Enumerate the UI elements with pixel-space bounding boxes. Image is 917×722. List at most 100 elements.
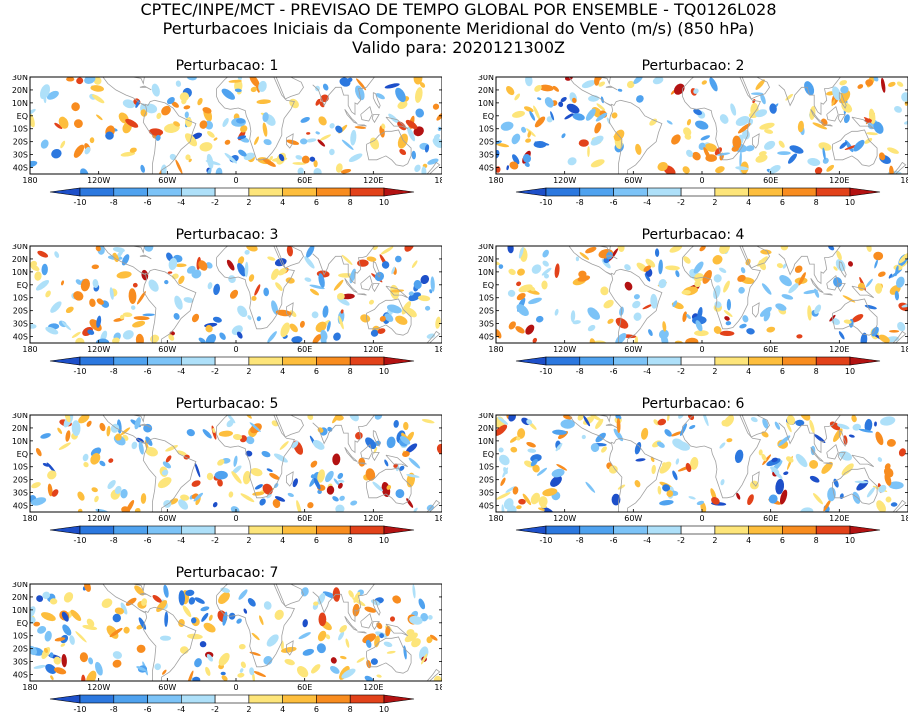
coastline xyxy=(741,77,770,100)
positive-anomaly-blob xyxy=(617,246,625,252)
positive-anomaly-blob xyxy=(75,631,87,643)
negative-anomaly-blob xyxy=(739,323,747,329)
negative-anomaly-blob xyxy=(41,263,48,276)
colorbar-level-label: -2 xyxy=(677,198,685,207)
colorbar-level-label: 8 xyxy=(814,367,819,376)
negative-anomaly-blob xyxy=(350,129,357,146)
lat-label: 20S xyxy=(479,476,494,485)
negative-anomaly-blob xyxy=(42,591,51,599)
negative-anomaly-blob xyxy=(503,498,514,510)
positive-anomaly-blob xyxy=(71,102,80,112)
negative-anomaly-blob xyxy=(258,80,267,92)
positive-anomaly-blob xyxy=(309,288,320,296)
positive-anomaly-blob xyxy=(761,431,769,438)
colorbar-swatch xyxy=(647,187,682,197)
negative-anomaly-blob xyxy=(96,315,102,328)
colorbar-level-label: 10 xyxy=(845,367,855,376)
colorbar-swatch xyxy=(680,525,716,535)
positive-anomaly-blob xyxy=(369,137,380,150)
negative-anomaly-blob xyxy=(542,249,549,258)
lat-label: 30N xyxy=(478,413,494,420)
colorbar-level-label: -6 xyxy=(144,705,152,714)
colorbar-swatch xyxy=(714,187,749,197)
positive-anomaly-blob xyxy=(645,258,656,268)
positive-anomaly-blob xyxy=(70,609,82,622)
colorbar-swatch xyxy=(748,356,783,366)
negative-anomaly-blob xyxy=(348,153,363,163)
negative-anomaly-blob xyxy=(873,77,879,82)
positive-anomaly-blob xyxy=(418,295,431,302)
positive-anomaly-blob xyxy=(338,273,354,278)
negative-anomaly-blob xyxy=(874,421,877,427)
lat-label: 20S xyxy=(13,138,28,147)
positive-anomaly-blob xyxy=(786,422,792,433)
negative-anomaly-blob xyxy=(424,144,430,153)
positive-anomaly-blob xyxy=(405,119,418,130)
negative-anomaly-blob xyxy=(302,619,308,628)
negative-anomaly-blob xyxy=(866,486,876,498)
negative-anomaly-blob xyxy=(306,138,317,143)
colorbar-level-label: -4 xyxy=(177,198,185,207)
positive-anomaly-blob xyxy=(317,630,327,642)
coastline xyxy=(344,109,358,124)
lat-label: 20N xyxy=(12,593,28,602)
positive-anomaly-blob xyxy=(96,298,104,305)
positive-anomaly-blob xyxy=(380,246,394,255)
positive-anomaly-blob xyxy=(73,291,84,301)
positive-anomaly-blob xyxy=(231,471,242,484)
positive-anomaly-blob xyxy=(386,484,392,490)
positive-anomaly-blob xyxy=(831,99,836,107)
negative-anomaly-blob xyxy=(395,87,406,103)
positive-anomaly-blob xyxy=(238,643,246,650)
negative-anomaly-blob xyxy=(233,455,238,467)
negative-anomaly-blob xyxy=(713,274,722,283)
positive-anomaly-blob xyxy=(617,484,626,490)
coastline xyxy=(125,77,145,85)
positive-anomaly-blob xyxy=(538,496,548,507)
coastline xyxy=(285,302,294,318)
negative-anomaly-blob xyxy=(263,655,273,665)
panel-title: Perturbacao: 6 xyxy=(641,396,745,412)
negative-anomaly-blob xyxy=(61,321,71,331)
positive-anomaly-blob xyxy=(578,139,589,147)
negative-anomaly-blob xyxy=(329,148,335,156)
lon-label: 60E xyxy=(763,176,778,183)
negative-anomaly-blob xyxy=(420,274,430,285)
negative-anomaly-blob xyxy=(659,499,674,506)
positive-anomaly-blob xyxy=(66,77,75,82)
positive-anomaly-blob xyxy=(175,263,187,268)
negative-anomaly-blob xyxy=(234,88,242,93)
colorbar-swatch xyxy=(782,356,817,366)
positive-anomaly-blob xyxy=(552,85,560,92)
negative-anomaly-blob xyxy=(238,589,248,600)
negative-anomaly-blob xyxy=(689,425,696,430)
positive-anomaly-blob xyxy=(884,472,892,486)
colorbar-swatch xyxy=(647,356,682,366)
colorbar-level-label: 10 xyxy=(379,705,389,714)
negative-anomaly-blob xyxy=(88,657,94,665)
negative-anomaly-blob xyxy=(188,597,196,605)
positive-anomaly-blob xyxy=(90,85,104,92)
positive-anomaly-blob xyxy=(123,626,130,634)
positive-anomaly-blob xyxy=(381,123,386,130)
lon-label: 120W xyxy=(553,176,576,183)
colorbar-swatch xyxy=(282,694,317,704)
positive-anomaly-blob xyxy=(91,487,98,493)
positive-anomaly-blob xyxy=(366,256,377,262)
negative-anomaly-blob xyxy=(894,290,900,301)
colorbar-max-arrow xyxy=(383,694,415,704)
colorbar-level-label: -8 xyxy=(110,198,118,207)
positive-anomaly-blob xyxy=(525,324,535,335)
negative-anomaly-blob xyxy=(261,450,271,458)
colorbar-level-label: 8 xyxy=(814,198,819,207)
positive-anomaly-blob xyxy=(106,625,119,639)
positive-anomaly-blob xyxy=(601,446,607,453)
positive-anomaly-blob xyxy=(888,81,896,87)
positive-anomaly-blob xyxy=(112,659,122,668)
lat-label: EQ xyxy=(483,450,494,459)
positive-anomaly-blob xyxy=(335,163,343,173)
coastline xyxy=(605,85,618,91)
colorbar-min-arrow xyxy=(515,356,547,366)
positive-anomaly-blob xyxy=(886,438,896,447)
negative-anomaly-blob xyxy=(413,280,422,289)
